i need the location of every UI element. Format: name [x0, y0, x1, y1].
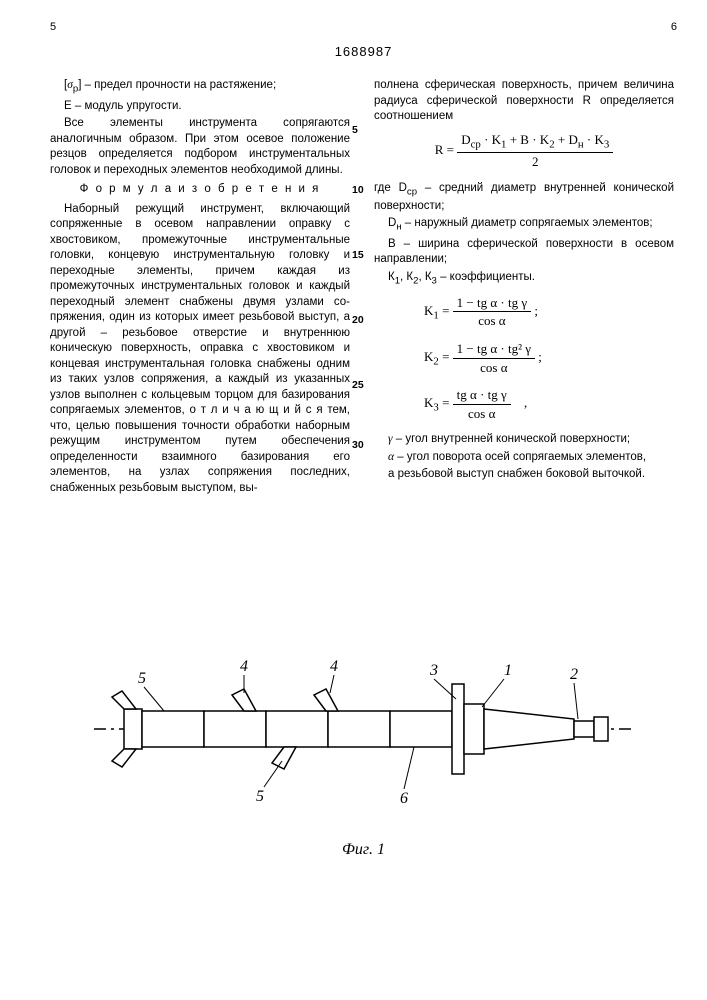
para-elements: Все элементы инструмента сопрягают­ся ан…: [50, 116, 350, 178]
fig-label-3: 3: [429, 662, 438, 679]
fig-label-6: 6: [400, 790, 408, 807]
page-num-right: 6: [671, 20, 677, 35]
where-alpha: α – угол поворота осей сопрягаемых элеме…: [374, 450, 674, 466]
fig-label-1: 1: [504, 662, 512, 679]
fig-label-5a: 5: [138, 670, 146, 687]
formula-R: R = Dср · K1 + B · K2 + Dн · K3 2: [374, 131, 674, 171]
where-b: В – ширина сферической поверхности в осе…: [374, 237, 674, 268]
figure-caption: Фиг. 1: [50, 839, 677, 861]
line-num-25: 25: [352, 378, 364, 392]
where-dcp: где Dср – средний диаметр внутренней ко­…: [374, 181, 674, 215]
left-column: [σр] – предел прочности на растяже­ние; …: [50, 78, 356, 498]
fig-label-4a: 4: [240, 658, 248, 675]
where-k: К1, К2, К3 – коэффициенты.: [374, 270, 674, 288]
page-numbers: 5 6: [50, 20, 677, 35]
where-dn: Dн – наружный диаметр сопрягаемых элемен…: [374, 216, 674, 234]
formula-title: Ф о р м у л а и з о б р е т е н и я: [50, 182, 350, 198]
fig-label-5b: 5: [256, 788, 264, 805]
right-column: полнена сферическая поверхность, причем …: [356, 78, 674, 498]
formula-k2: K2 = 1 − tg α · tg² γ cos α ;: [374, 340, 674, 376]
fig-label-4b: 4: [330, 658, 338, 675]
cutting-tool-diagram: 5 4 4 3 1 2 5 6: [84, 639, 644, 819]
sigma-line: [σр] – предел прочности на растяже­ние;: [50, 78, 350, 96]
document-number: 1688987: [50, 43, 677, 61]
line-num-15: 15: [352, 248, 364, 262]
line-num-10: 10: [352, 183, 364, 197]
where-gamma: γ – угол внутренней конической поверх­но…: [374, 432, 674, 448]
formula-k3: K3 = tg α · tg γ cos α ,: [374, 386, 674, 422]
claim-body: Наборный режущий инструмент, вклю­чающий…: [50, 202, 350, 497]
line-num-5: 5: [352, 123, 358, 137]
formula-k1: K1 = 1 − tg α · tg γ cos α ;: [374, 294, 674, 330]
line-num-30: 30: [352, 438, 364, 452]
final-para: а резьбовой выступ снабжен боковой выточ…: [374, 467, 674, 483]
e-modulus-line: Е – модуль упругости.: [50, 99, 350, 115]
sphere-surface-para: полнена сферическая поверхность, причем …: [374, 78, 674, 125]
page-num-left: 5: [50, 20, 56, 35]
line-num-20: 20: [352, 313, 364, 327]
figure-1: 5 4 4 3 1 2 5 6 Фиг. 1: [50, 639, 677, 861]
fig-label-2: 2: [570, 666, 578, 683]
